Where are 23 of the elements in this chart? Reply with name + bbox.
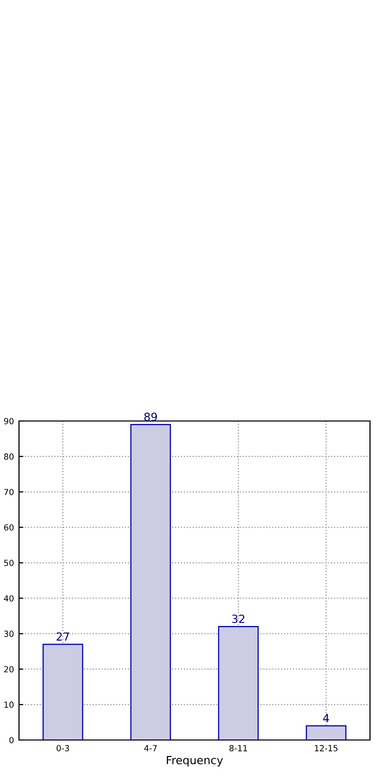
bar — [218, 626, 259, 740]
x-tick-label: 4-7 — [144, 745, 157, 752]
y-tick-label: 80 — [4, 453, 14, 460]
y-tick-label: 90 — [4, 418, 14, 424]
data-label: 32 — [232, 614, 244, 624]
x-tick-label: 12-15 — [314, 745, 338, 752]
y-tick-label: 20 — [4, 666, 14, 672]
y-tick-label: 70 — [4, 488, 14, 496]
y-tick-label: 0 — [9, 736, 14, 744]
x-tick-label: 8-11 — [229, 745, 248, 752]
x-tick-label: 0-3 — [56, 745, 70, 752]
data-label: 89 — [144, 412, 157, 422]
y-tick-label: 50 — [4, 560, 14, 566]
data-label: 4 — [323, 714, 330, 722]
y-tick-label: 10 — [4, 702, 14, 708]
y-tick-label: 40 — [4, 595, 14, 602]
bar — [306, 725, 346, 740]
bar — [130, 424, 171, 740]
bar — [42, 644, 84, 740]
y-tick-label: 60 — [4, 524, 14, 531]
x-axis-title: Frequency — [166, 756, 223, 766]
data-label: 27 — [56, 632, 69, 641]
y-tick-label: 30 — [4, 630, 14, 637]
